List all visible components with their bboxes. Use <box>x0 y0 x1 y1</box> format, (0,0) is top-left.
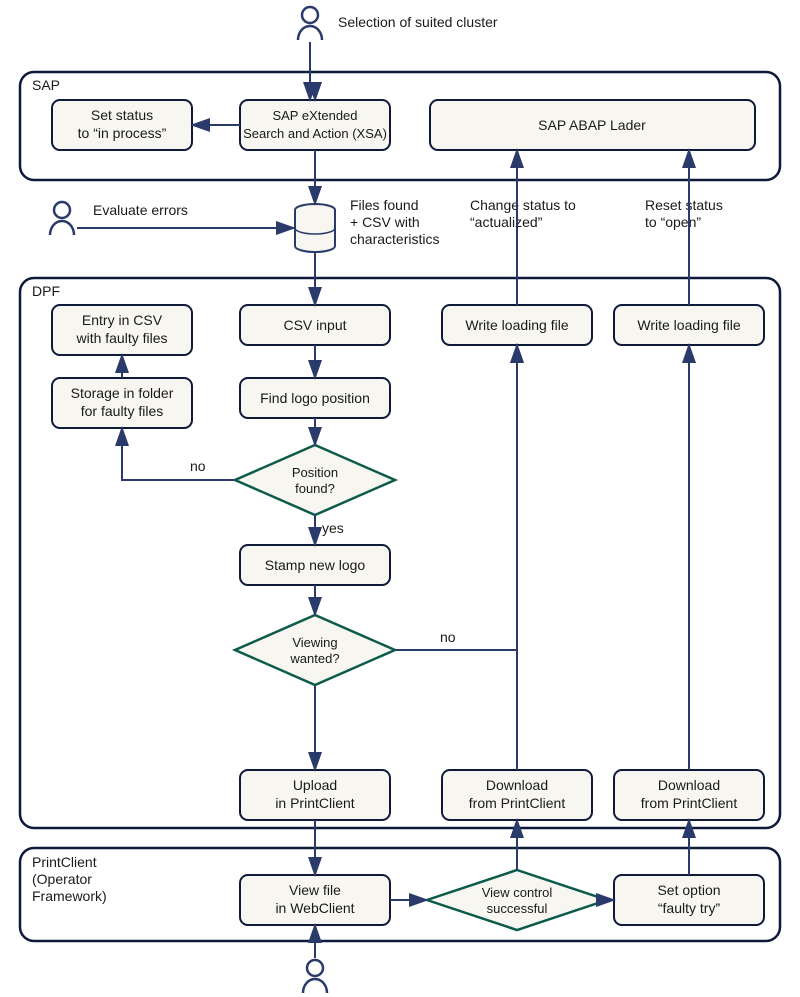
edge-dec2-no <box>395 650 517 688</box>
node-download-pc-1: Download from PrintClient <box>442 770 592 820</box>
svg-text:Position: Position <box>292 465 338 480</box>
svg-text:Download: Download <box>658 777 720 793</box>
flowchart: Selection of suited cluster SAP Set stat… <box>0 0 800 997</box>
svg-text:SAP eXtended: SAP eXtended <box>272 108 357 123</box>
node-set-faulty: Set option “faulty try” <box>614 875 764 925</box>
label-reset-status-2: to “open” <box>645 214 701 230</box>
container-pc-title-3: Framework) <box>32 888 107 904</box>
node-view-file: View file in WebClient <box>240 875 390 925</box>
decision-position-found: Position found? <box>235 445 395 515</box>
container-dpf-title: DPF <box>32 283 60 299</box>
svg-text:wanted?: wanted? <box>289 651 339 666</box>
svg-text:Stamp new logo: Stamp new logo <box>265 557 366 573</box>
svg-text:Entry in CSV: Entry in CSV <box>82 312 163 328</box>
label-evaluate-errors: Evaluate errors <box>93 202 188 218</box>
node-entry-csv: Entry in CSV with faulty files <box>52 305 192 355</box>
svg-text:from PrintClient: from PrintClient <box>641 795 738 811</box>
svg-text:found?: found? <box>295 481 335 496</box>
svg-text:CSV input: CSV input <box>283 317 346 333</box>
container-pc-title-2: (Operator <box>32 871 92 887</box>
label-top-actor: Selection of suited cluster <box>338 14 498 30</box>
svg-text:Upload: Upload <box>293 777 337 793</box>
node-stamp-logo: Stamp new logo <box>240 545 390 585</box>
svg-text:to “in process”: to “in process” <box>78 125 167 141</box>
svg-text:View control: View control <box>482 885 553 900</box>
svg-text:for faulty files: for faulty files <box>81 403 163 419</box>
svg-text:in PrintClient: in PrintClient <box>275 795 354 811</box>
label-change-status-2: “actualized” <box>470 214 543 230</box>
svg-text:View file: View file <box>289 882 341 898</box>
svg-text:successful: successful <box>487 901 548 916</box>
node-upload-pc: Upload in PrintClient <box>240 770 390 820</box>
node-csv-input: CSV input <box>240 305 390 345</box>
label-reset-status-1: Reset status <box>645 197 723 213</box>
decision-view-control: View control successful <box>427 870 607 930</box>
svg-text:“faulty try”: “faulty try” <box>658 900 721 916</box>
decision-viewing-wanted: Viewing wanted? <box>235 615 395 685</box>
node-sap-abap: SAP ABAP Lader <box>430 100 755 150</box>
container-dpf <box>20 278 780 828</box>
node-sap-xsa: SAP eXtended Search and Action (XSA) <box>240 100 390 150</box>
node-write-loading-2: Write loading file <box>614 305 764 345</box>
label-no-1: no <box>190 458 206 474</box>
svg-text:Write loading file: Write loading file <box>637 317 740 333</box>
label-no-2: no <box>440 629 456 645</box>
actor-bottom <box>303 960 327 993</box>
edge-dec1-no <box>122 428 235 480</box>
node-storage-faulty: Storage in folder for faulty files <box>52 378 192 428</box>
node-set-status-inprocess: Set status to “in process” <box>52 100 192 150</box>
svg-text:Find logo position: Find logo position <box>260 390 370 406</box>
node-find-logo: Find logo position <box>240 378 390 418</box>
svg-text:Write loading file: Write loading file <box>465 317 568 333</box>
node-write-loading-1: Write loading file <box>442 305 592 345</box>
svg-text:SAP ABAP Lader: SAP ABAP Lader <box>538 117 646 133</box>
svg-text:Search and Action (XSA): Search and Action (XSA) <box>243 126 387 141</box>
label-files-found-2: + CSV with <box>350 214 420 230</box>
node-download-pc-2: Download from PrintClient <box>614 770 764 820</box>
svg-text:from PrintClient: from PrintClient <box>469 795 566 811</box>
svg-text:Viewing: Viewing <box>292 635 337 650</box>
actor-top: Selection of suited cluster <box>298 7 498 40</box>
svg-text:Set option: Set option <box>657 882 720 898</box>
svg-text:Download: Download <box>486 777 548 793</box>
database-icon <box>295 204 335 252</box>
label-change-status-1: Change status to <box>470 197 576 213</box>
actor-left <box>50 202 74 235</box>
svg-text:in WebClient: in WebClient <box>275 900 354 916</box>
label-files-found-1: Files found <box>350 197 418 213</box>
label-yes: yes <box>322 520 344 536</box>
svg-text:Storage in folder: Storage in folder <box>71 385 174 401</box>
container-pc-title-1: PrintClient <box>32 854 97 870</box>
label-files-found-3: characteristics <box>350 231 439 247</box>
container-sap-title: SAP <box>32 77 60 93</box>
svg-text:Set status: Set status <box>91 107 153 123</box>
svg-text:with faulty files: with faulty files <box>75 330 167 346</box>
